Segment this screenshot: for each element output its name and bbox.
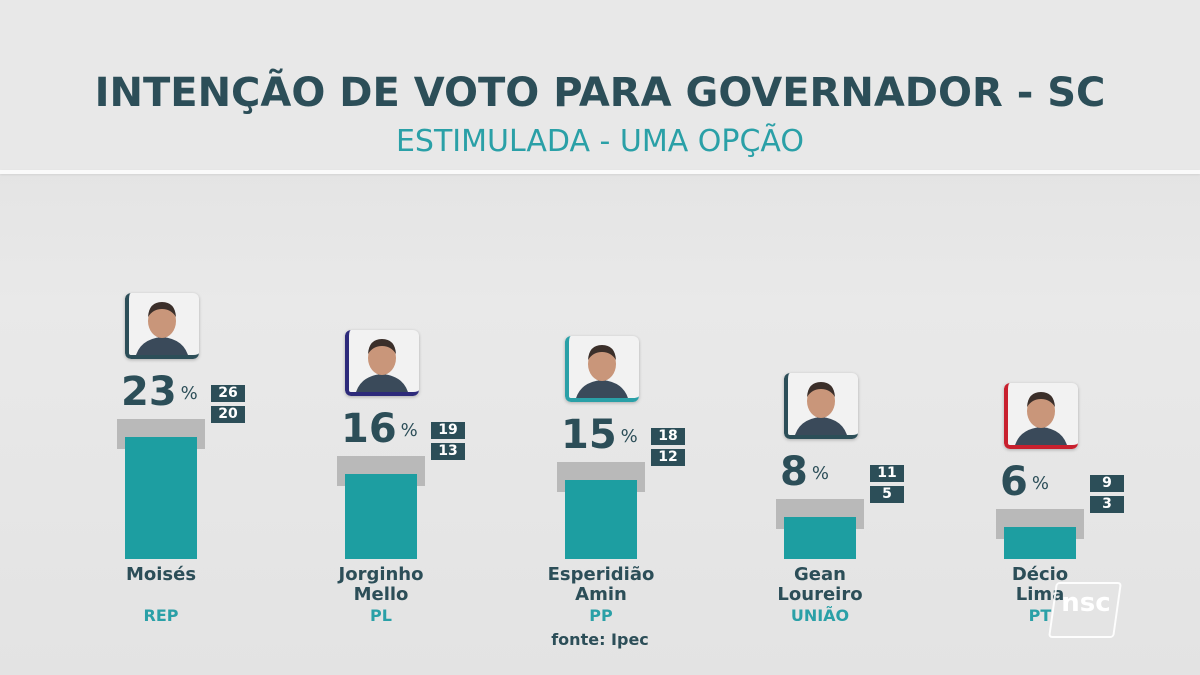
upper-bound-label: 9 [1090, 475, 1124, 493]
candidate-name-line: Décio [1011, 564, 1069, 585]
candidate-name-line: Mello [353, 584, 409, 605]
lower-bound-label: 5 [870, 485, 904, 503]
photo-accent [1004, 383, 1078, 450]
photo-accent [345, 330, 419, 397]
portrait-icon [355, 339, 409, 397]
bar [345, 474, 417, 559]
portrait-icon [575, 344, 629, 402]
value-number: 16 [341, 406, 397, 453]
candidate-photo [345, 330, 419, 397]
candidate-name: Jorginho Mello [301, 565, 461, 605]
percent-sign: % [400, 420, 418, 442]
value-number: 23 [121, 369, 177, 416]
value-label: 15% [561, 412, 638, 458]
percent-sign: % [1031, 473, 1049, 495]
upper-bound-label: 19 [431, 422, 465, 440]
percent-sign: % [811, 462, 829, 484]
party-label: UNIÃO [790, 606, 850, 625]
candidate-name-line: Loureiro [777, 584, 863, 605]
upper-bound-label: 18 [651, 427, 685, 445]
party-label: PP [589, 606, 613, 625]
lower-bound-label: 20 [211, 406, 245, 424]
nsc-logo: nsc [1061, 588, 1111, 618]
value-label: 16% [341, 406, 418, 452]
portrait-icon [1014, 392, 1068, 450]
candidate-name-line: Jorginho [338, 564, 424, 585]
candidate-name: Décio Lima [960, 565, 1120, 605]
lower-bound-label: 13 [431, 443, 465, 461]
candidate-name-line: Moisés [125, 564, 197, 585]
source-label: fonte: Ipec [551, 630, 649, 649]
upper-bound-label: 26 [211, 385, 245, 403]
photo-accent [784, 372, 858, 439]
party-label: PT [1028, 606, 1052, 625]
percent-sign: % [620, 425, 638, 447]
bar [565, 479, 637, 559]
chart-subtitle: ESTIMULADA - UMA OPÇÃO [395, 124, 805, 159]
portrait-icon [135, 302, 189, 360]
candidate-name-line: Amin [575, 584, 627, 605]
percent-sign: % [180, 383, 198, 405]
candidate-name: Esperidião Amin [521, 565, 681, 605]
value-label: 23% [121, 369, 198, 415]
candidate-name: Moisés [81, 565, 241, 585]
bar [784, 516, 856, 559]
value-number: 15 [561, 411, 617, 458]
bar [1004, 527, 1076, 559]
value-label: 8% [780, 449, 829, 495]
value-label: 6% [1000, 459, 1049, 505]
party-label: REP [143, 606, 179, 625]
value-number: 8 [780, 448, 808, 495]
candidate-name-line: Lima [1015, 584, 1065, 605]
upper-bound-label: 11 [870, 464, 904, 482]
lower-bound-label: 3 [1090, 496, 1124, 514]
value-number: 6 [1000, 459, 1028, 506]
candidate-photo [1004, 383, 1078, 450]
candidate-photo [784, 372, 858, 439]
candidate-name: Gean Loureiro [740, 565, 900, 605]
chart-title: INTENÇÃO DE VOTO PARA GOVERNADOR - SC [94, 70, 1106, 116]
photo-accent [125, 293, 199, 360]
header-divider [0, 170, 1200, 174]
portrait-icon [794, 381, 848, 439]
party-label: PL [370, 606, 392, 625]
candidate-name-line: Esperidião [547, 564, 655, 585]
lower-bound-label: 12 [651, 448, 685, 466]
bar [125, 437, 197, 559]
header-panel [0, 0, 1200, 170]
candidate-photo [125, 293, 199, 360]
photo-accent [565, 335, 639, 402]
candidate-photo [565, 335, 639, 402]
candidate-name-line: Gean [794, 564, 846, 585]
